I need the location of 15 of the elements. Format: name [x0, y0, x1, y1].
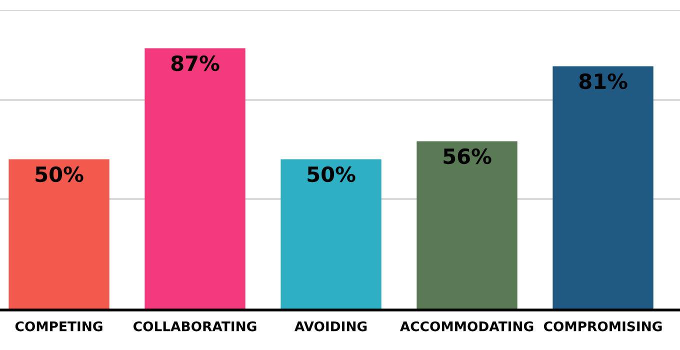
bar [144, 48, 246, 310]
x-tick-label: AVOIDING [294, 321, 367, 332]
bar [552, 66, 654, 310]
bar [8, 159, 110, 310]
data-label: 50% [36, 166, 84, 182]
data-label: 50% [308, 166, 356, 182]
bar [416, 141, 518, 310]
data-label: 81% [579, 73, 628, 90]
x-tick-label: ACCOMMODATING [400, 321, 534, 332]
x-tick-label: COMPROMISING [544, 321, 662, 332]
x-tick-label: COLLABORATING [134, 321, 256, 332]
data-label: 87% [171, 55, 220, 72]
x-tick-label: COMPETING [15, 321, 102, 332]
data-label: 56% [444, 148, 492, 164]
bar [280, 159, 382, 310]
